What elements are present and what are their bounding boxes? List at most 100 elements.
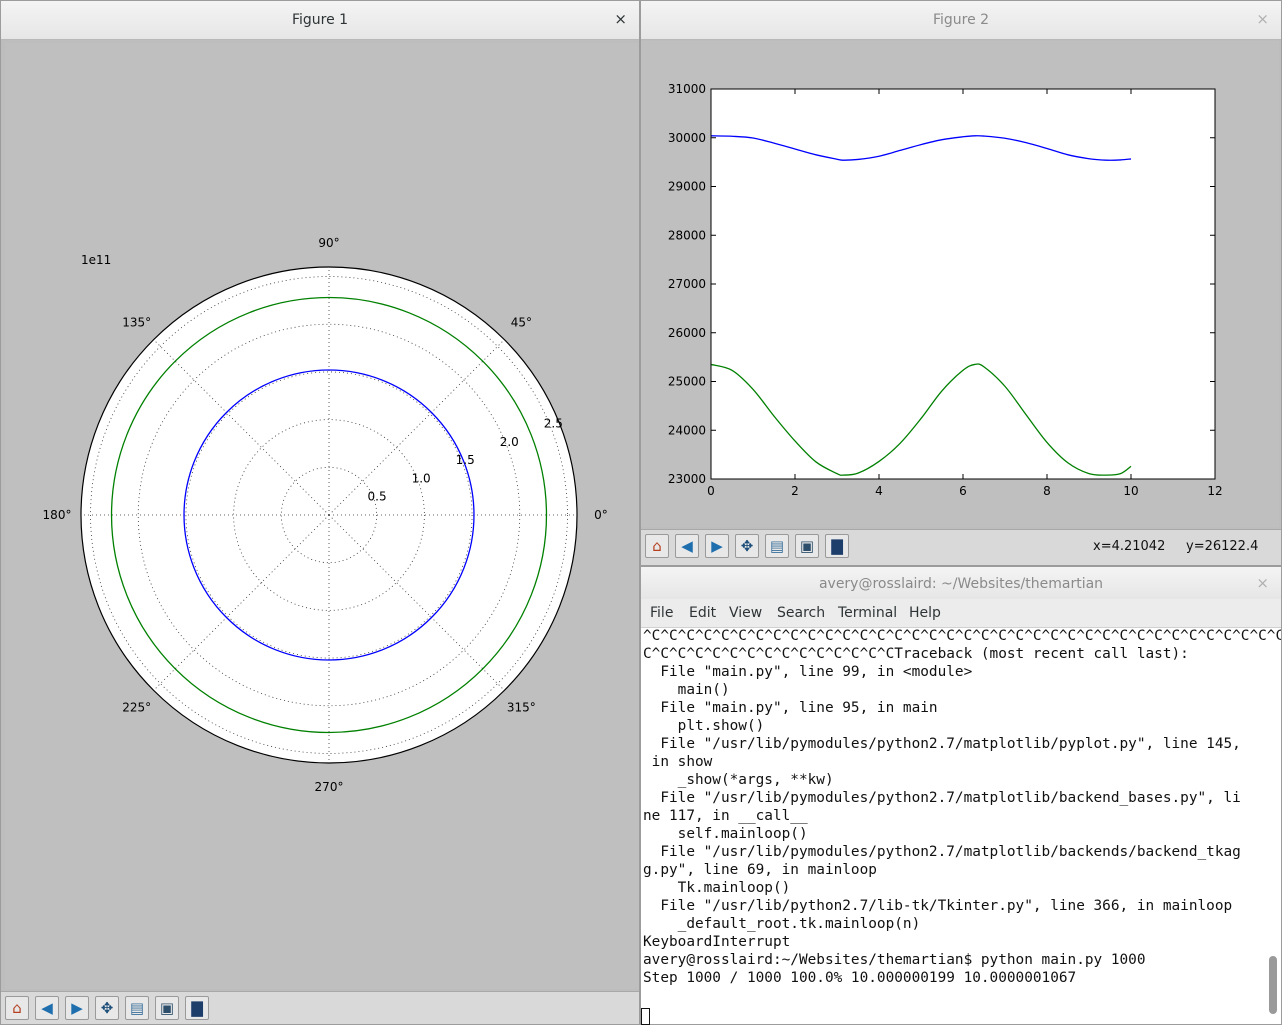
terminal-close-button[interactable]: × [1256,574,1269,592]
angular-gridline [153,514,330,691]
terminal-line: self.mainloop() [677,826,808,842]
fig2-configure-button[interactable]: ▣ [795,534,819,558]
fig1-save-button[interactable]: ▇ [185,996,209,1020]
y-tick-label: 30000 [668,131,706,145]
terminal-line: File "/usr/lib/pymodules/python2.7/matpl… [660,736,1241,752]
polar-series-1 [183,369,475,661]
y-tick-label: 26000 [668,326,706,340]
x-coordinate-readout: x=4.21042 [1093,539,1166,554]
terminal-titlebar[interactable]: avery@rosslaird: ~/Websites/themartian × [641,567,1281,600]
line-series-1 [710,135,1132,161]
figure2-close-button[interactable]: × [1256,10,1269,28]
terminal-line: g.py", line 69, in mainloop [643,862,877,878]
terminal-line: Step 1000 / 1000 100.0% 10.000000199 10.… [643,970,1077,986]
line-plot: 0 2 4 6 8 10 12 23000 24000 25000 26000 27000 28000 2… [668,82,1223,498]
figure1-toolbar: ⌂ ◀ ▶ ✥ ▤ ▣ ▇ [1,991,639,1024]
angle-tick-label: 90° [318,236,339,250]
forward-icon: ▶ [71,998,83,1017]
polar-plot: 0° 45° 90° 135° 180° 225° 270° 315° 0.5 1.0 1.5 2.0… [43,236,608,794]
y-tick-label: 28000 [668,228,706,242]
terminal-line: _show(*args, **kw) [677,772,834,788]
fig2-save-button[interactable]: ▇ [825,534,849,558]
figure2-title: Figure 2 [932,12,990,28]
back-icon: ◀ [41,998,53,1017]
terminal-line: _default_root.tk.mainloop(n) [677,916,921,932]
fig2-forward-button[interactable]: ▶ [705,534,729,558]
angle-tick-label: 0° [594,508,608,522]
menu-file[interactable]: File [650,605,674,621]
y-tick-label: 23000 [668,472,706,486]
terminal-output[interactable]: ^C^C^C^C^C^C^C^C^C^C^C^C^C^C^C^C^C^C^C^C… [643,627,1281,987]
figure1-title: Figure 1 [291,12,349,28]
fig2-pan-button[interactable]: ✥ [735,534,759,558]
radial-tick-label: 1.5 [456,453,475,467]
figure2-toolbar: ⌂ ◀ ▶ ✥ ▤ ▣ ▇ x=4.21042 y=26122.4 [641,529,1281,565]
menu-search[interactable]: Search [777,605,826,621]
figure2-canvas: 0 2 4 6 8 10 12 23000 24000 25000 26000 27000 28000 2… [641,41,1279,527]
forward-icon: ▶ [711,536,723,555]
fig1-forward-button[interactable]: ▶ [65,996,89,1020]
pan-icon: ✥ [740,536,754,555]
terminal-menubar: File Edit View Search Terminal Help [641,599,1281,628]
angular-gridline [153,339,330,516]
x-tick-label: 10 [1123,484,1138,498]
radial-scale-label: 1e11 [81,253,111,267]
menu-edit[interactable]: Edit [689,605,717,621]
radial-gridline [137,323,521,707]
fig1-configure-button[interactable]: ▣ [155,996,179,1020]
save-icon: ▇ [191,998,203,1017]
terminal-line: in show [651,754,713,770]
pan-icon: ✥ [100,998,114,1017]
fig1-back-button[interactable]: ◀ [35,996,59,1020]
menu-terminal[interactable]: Terminal [838,605,898,621]
polar-series-2 [110,296,548,734]
terminal-scrollbar-thumb[interactable] [1269,956,1277,1014]
y-tick-label: 27000 [668,277,706,291]
angle-tick-label: 225° [122,700,151,714]
figure1-close-button[interactable]: × [614,10,627,28]
angle-tick-label: 270° [315,780,344,794]
terminal-cursor [641,1008,650,1025]
angle-tick-label: 135° [122,316,151,330]
y-tick-label: 31000 [668,82,706,96]
terminal-line: File "main.py", line 99, in <module> [660,664,973,680]
terminal-line: main() [677,682,730,698]
fig2-back-button[interactable]: ◀ [675,534,699,558]
x-tick-label: 4 [875,484,883,498]
fig2-home-button[interactable]: ⌂ [645,534,669,558]
radial-tick-label: 1.0 [412,471,431,485]
subplots-icon: ▤ [129,998,145,1017]
figure2-titlebar[interactable]: Figure 2 × [641,1,1281,40]
fig1-home-button[interactable]: ⌂ [5,996,29,1020]
terminal-line: KeyboardInterrupt [643,934,791,950]
angle-tick-label: 315° [507,700,536,714]
menu-view[interactable]: View [729,605,763,621]
subplots-icon: ▤ [769,536,785,555]
x-tick-label: 2 [791,484,799,498]
x-tick-label: 6 [959,484,967,498]
terminal-line: File "/usr/lib/python2.7/lib-tk/Tkinter.… [660,898,1233,914]
terminal-line: plt.show() [677,718,765,734]
terminal-line: ne 117, in __call__ [643,808,808,824]
terminal-line: File "/usr/lib/pymodules/python2.7/matpl… [660,844,1241,860]
plot-area [711,89,1215,479]
terminal-line: ^C^C^C^C^C^C^C^C^C^C^C^C^C^C^C^C^C^C^C^C… [643,628,1282,644]
angular-gridline [328,514,505,691]
terminal-line: File "main.py", line 95, in main [660,700,938,716]
angle-tick-label: 45° [511,316,532,330]
radial-tick-label: 2.0 [500,435,519,449]
radial-gridline [233,419,425,611]
menu-help[interactable]: Help [909,605,941,621]
y-coordinate-readout: y=26122.4 [1186,539,1259,554]
angular-gridline [328,339,505,516]
figure1-titlebar[interactable]: Figure 1 × [1,1,639,40]
terminal-line: C^C^C^C^C^C^C^C^C^C^C^C^C^C^CTraceback (… [643,646,1189,662]
fig1-subplots-button[interactable]: ▤ [125,996,149,1020]
figure1-window: Figure 1 × 0° 45° 90° 135° 180° 225° 270° 315° 0… [0,0,640,1025]
figure1-canvas: 0° 45° 90° 135° 180° 225° 270° 315° 0.5 1.0 1.5 2.0… [5,43,639,989]
polar-axes-frame [80,266,578,764]
terminal-scrollbar[interactable] [1269,631,1277,1020]
fig2-subplots-button[interactable]: ▤ [765,534,789,558]
radial-tick-label: 0.5 [368,490,387,504]
fig1-pan-button[interactable]: ✥ [95,996,119,1020]
